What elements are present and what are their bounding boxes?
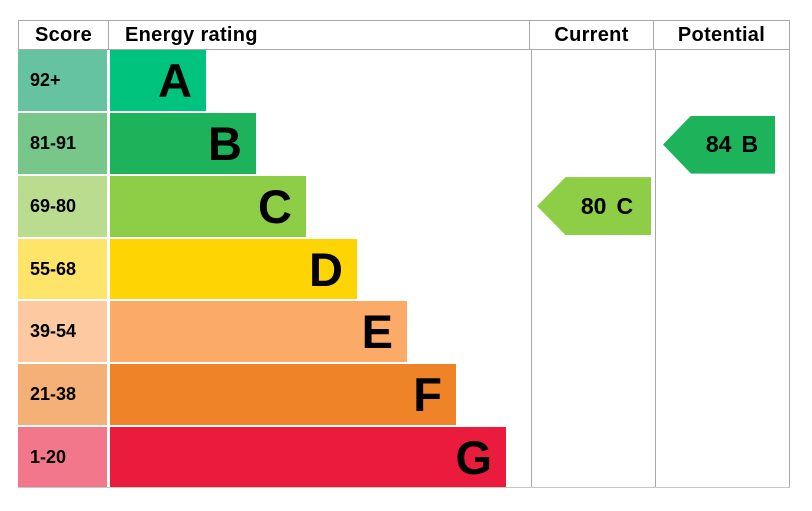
band-row: 81-91 B: [18, 112, 531, 176]
score-range-label: 39-54: [30, 321, 77, 342]
band-bar: C: [110, 175, 306, 237]
band-row: 55-68 D: [18, 238, 531, 302]
header-potential: Potential: [677, 23, 766, 46]
band-bar: A: [110, 50, 206, 111]
potential-rating-band: B: [741, 131, 759, 158]
band-bar: G: [110, 427, 506, 489]
table-bottom-border: [18, 487, 790, 488]
potential-rating-arrow: 84 B: [663, 115, 775, 174]
band-letter: F: [413, 368, 442, 422]
score-cell: 69-80: [18, 175, 107, 237]
score-cell: 39-54: [18, 301, 107, 363]
header-energy-rating: Energy rating: [109, 21, 530, 49]
current-rating-value: 80: [580, 192, 607, 219]
band-bar: E: [110, 301, 407, 363]
band-letter: G: [455, 431, 492, 485]
band-row: 39-54 E: [18, 301, 531, 365]
band-bar: B: [110, 112, 256, 174]
band-row: 92+ A: [18, 50, 531, 113]
table-right-border: [789, 50, 790, 488]
band-bar: F: [110, 364, 456, 426]
score-cell: 55-68: [18, 238, 107, 300]
band-letter: C: [258, 179, 292, 233]
header-score: Score: [19, 21, 109, 49]
band-row: 69-80 C: [18, 175, 531, 239]
band-letter: E: [361, 305, 393, 359]
score-range-label: 81-91: [30, 132, 77, 153]
potential-rating-value: 84: [705, 131, 732, 158]
current-rating-arrow: 80 C: [537, 177, 651, 236]
band-letter: B: [208, 116, 242, 170]
band-bar: D: [110, 238, 357, 300]
score-cell: 81-91: [18, 112, 107, 174]
band-letter: A: [158, 53, 192, 107]
score-range-label: 55-68: [30, 258, 77, 279]
header-current: Current: [530, 21, 654, 49]
header-row: Score Energy rating Current Potential: [18, 20, 790, 50]
score-cell: 1-20: [18, 427, 107, 489]
current-rating-band: C: [616, 192, 634, 219]
band-row: 21-38 F: [18, 364, 531, 428]
band-letter: D: [309, 242, 343, 296]
score-range-label: 1-20: [30, 447, 67, 468]
score-cell: 92+: [18, 50, 107, 111]
score-range-label: 92+: [30, 69, 61, 90]
band-rows: 92+ A 81-91 B 69-80 C 55-68 D 39-54: [18, 50, 531, 489]
score-range-label: 69-80: [30, 195, 77, 216]
band-row: 1-20 G: [18, 427, 531, 489]
column-divider-current: [531, 50, 532, 488]
score-range-label: 21-38: [30, 384, 77, 405]
score-cell: 21-38: [18, 364, 107, 426]
epc-table: Score Energy rating Current Potential 92…: [18, 20, 790, 489]
column-divider-potential: [655, 50, 656, 488]
